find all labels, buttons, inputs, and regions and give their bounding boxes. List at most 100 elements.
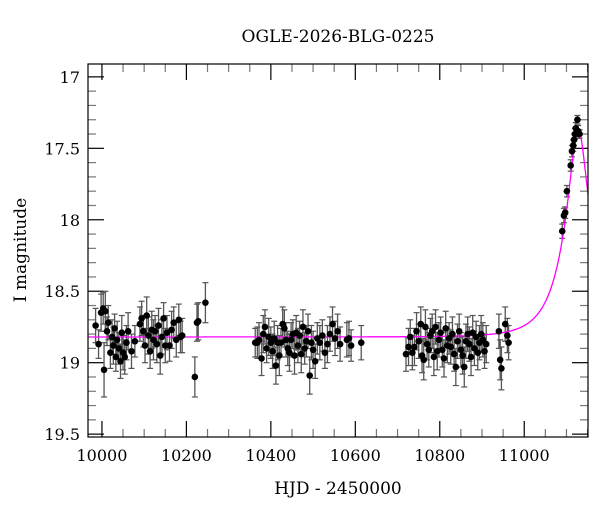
data-point <box>138 315 145 322</box>
data-point <box>439 346 446 354</box>
data-point <box>504 332 511 339</box>
data-point <box>420 356 428 364</box>
data-point <box>104 319 112 326</box>
data-point <box>411 343 418 351</box>
x-tick-label: 10600 <box>330 446 381 465</box>
data-point <box>505 339 512 346</box>
data-point <box>311 357 319 365</box>
data-point <box>495 327 503 335</box>
data-point <box>334 327 341 335</box>
data-point <box>113 336 121 344</box>
data-point <box>301 345 308 352</box>
data-point <box>574 116 581 124</box>
data-point <box>103 327 111 335</box>
data-point <box>112 353 120 361</box>
y-tick-label: 19 <box>60 354 80 373</box>
data-point <box>454 337 461 345</box>
data-point <box>108 333 116 341</box>
chart-title: OGLE-2026-BLG-0225 <box>242 27 435 47</box>
data-point <box>430 353 438 361</box>
data-point <box>145 332 152 339</box>
data-point <box>477 330 485 338</box>
x-axis-label: HJD - 2450000 <box>274 479 402 499</box>
data-point <box>282 336 290 344</box>
data-point <box>263 345 270 352</box>
data-point <box>326 330 334 338</box>
data-point <box>255 336 263 344</box>
data-point <box>331 335 339 342</box>
plot-frame <box>87 63 589 438</box>
y-tick-label: 17 <box>60 68 80 87</box>
data-point <box>435 336 443 344</box>
data-point <box>569 142 577 149</box>
data-point <box>265 333 273 341</box>
data-point <box>432 323 439 331</box>
data-point <box>110 342 117 349</box>
data-point <box>115 345 123 352</box>
data-point <box>345 335 353 342</box>
data-point <box>272 362 280 369</box>
data-point <box>406 333 414 341</box>
y-tick-label: 19.5 <box>44 425 80 444</box>
data-point <box>191 373 199 381</box>
data-point <box>347 342 355 349</box>
data-point <box>319 332 326 339</box>
data-point <box>306 372 314 379</box>
data-point <box>308 339 315 346</box>
data-point <box>276 352 283 359</box>
data-point <box>269 347 276 355</box>
data-point <box>336 340 344 348</box>
error-bars <box>92 114 583 398</box>
data-point <box>158 333 166 341</box>
data-point <box>281 325 288 332</box>
data-point <box>459 352 466 359</box>
data-point <box>175 316 183 324</box>
data-point <box>100 366 108 374</box>
y-tick-label: 18.5 <box>44 282 80 301</box>
model-curve <box>88 128 589 338</box>
data-point <box>303 337 310 345</box>
data-point <box>433 347 441 355</box>
data-point <box>452 363 460 371</box>
data-point <box>324 340 331 348</box>
data-point <box>277 339 285 346</box>
x-tick-label: 10800 <box>414 446 465 465</box>
data-point <box>117 357 124 365</box>
data-point <box>194 317 202 325</box>
data-point <box>440 355 448 362</box>
data-point <box>425 346 433 354</box>
data-point <box>107 349 114 356</box>
data-point <box>143 312 150 319</box>
tick-labels: 10000 10200 10400 10600 10800 11000 17 17.5 18 18… <box>44 68 549 465</box>
data-point <box>567 162 574 169</box>
data-point <box>568 147 576 155</box>
data-point <box>287 336 295 344</box>
data-point <box>472 333 480 341</box>
data-point <box>570 136 578 144</box>
data-point <box>160 315 167 322</box>
x-tick-label: 10200 <box>161 446 212 465</box>
data-point <box>286 349 293 356</box>
data-point <box>501 320 509 328</box>
data-point <box>258 355 265 362</box>
data-point <box>449 330 456 338</box>
data-point <box>102 307 109 315</box>
data-point <box>405 343 412 351</box>
data-point <box>156 352 164 359</box>
data-point <box>558 227 566 235</box>
data-point <box>437 329 444 336</box>
axis-ticks <box>88 64 589 437</box>
data-point <box>140 327 147 335</box>
data-points <box>92 116 583 381</box>
data-point <box>474 349 482 356</box>
data-point <box>124 327 132 335</box>
data-point <box>423 340 431 348</box>
data-point <box>561 209 569 216</box>
data-point <box>155 322 162 329</box>
data-point <box>178 332 186 339</box>
data-point <box>409 349 416 356</box>
data-point <box>563 187 571 195</box>
data-point <box>457 346 465 354</box>
